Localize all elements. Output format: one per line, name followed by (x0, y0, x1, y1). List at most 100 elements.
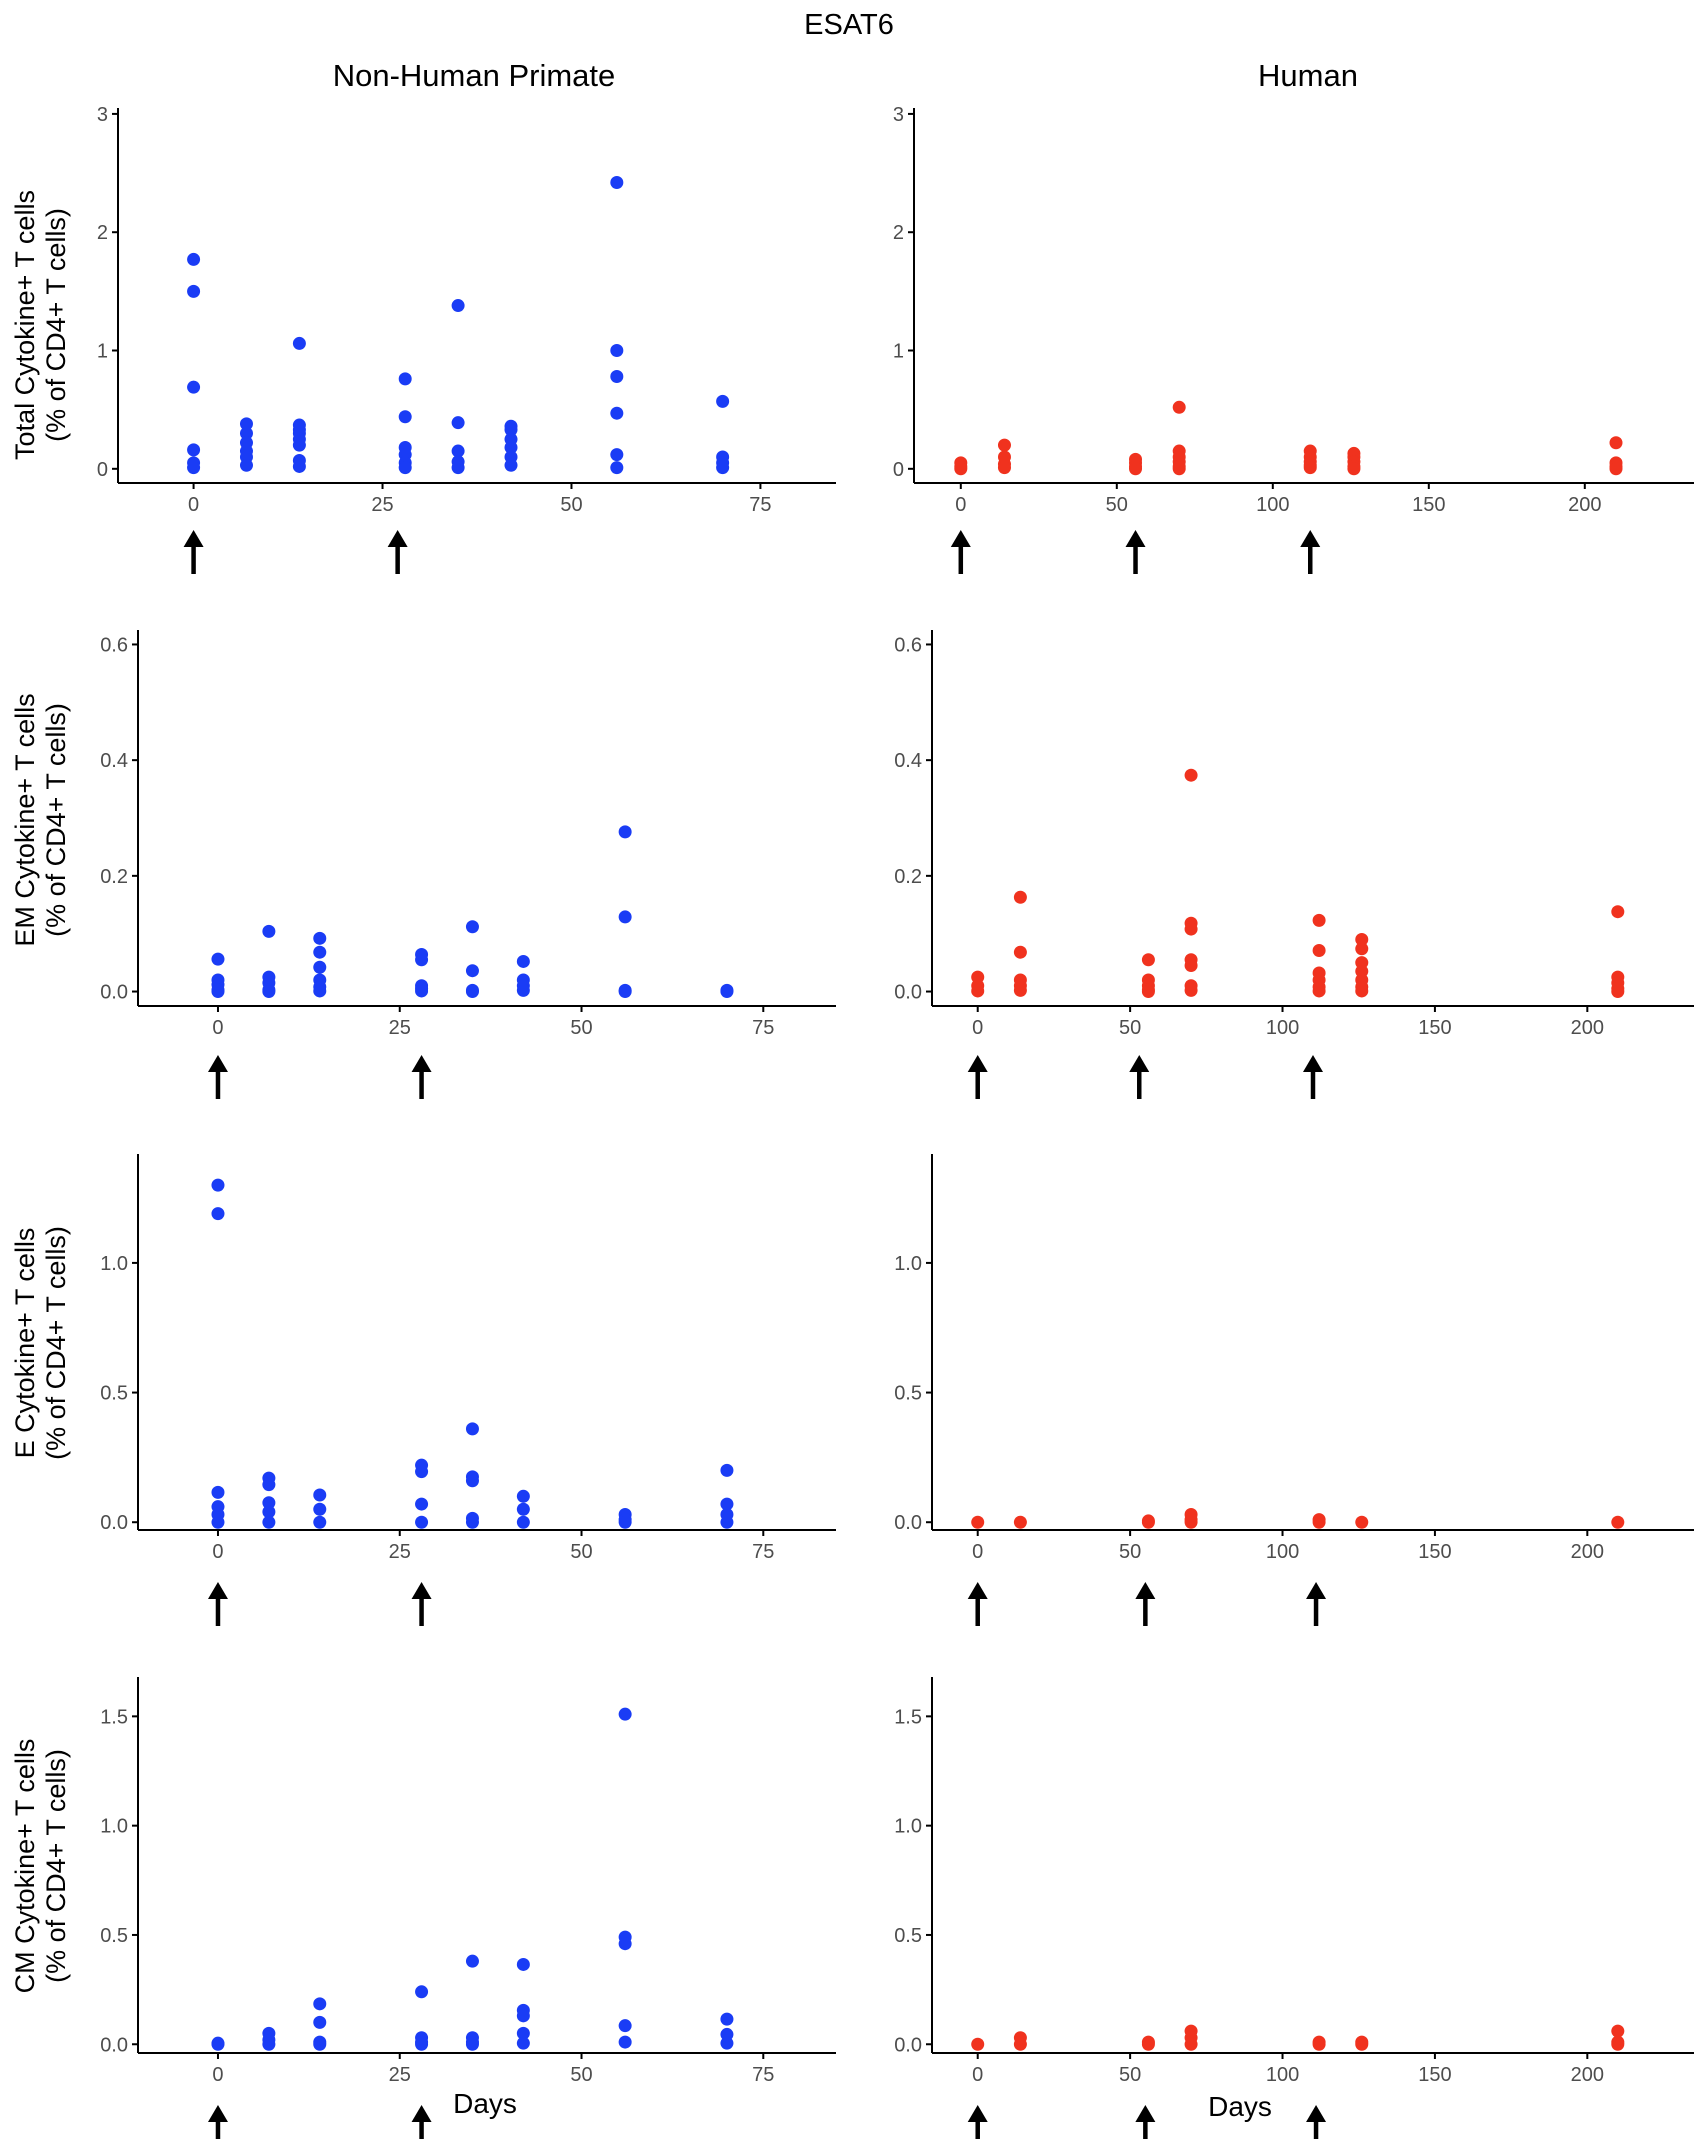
y-tick-label: 1.5 (894, 1706, 922, 1728)
x-tick-label: 50 (1106, 494, 1128, 516)
y-tick-label: 3 (97, 104, 108, 126)
y-tick-label: 0 (97, 459, 108, 481)
data-point (415, 1465, 429, 1479)
data-point (187, 443, 201, 457)
data-point (262, 1496, 276, 1510)
data-point (720, 1497, 734, 1511)
data-point (211, 1485, 225, 1499)
data-point (262, 985, 276, 999)
x-tick-label: 25 (389, 1017, 411, 1039)
x-tick-label: 75 (752, 1017, 774, 1039)
data-point (618, 1515, 632, 1529)
data-point (415, 1515, 429, 1529)
xlabel-days-human: Days (1208, 2091, 1272, 2122)
data-point (618, 1707, 632, 1721)
x-tick-label: 150 (1418, 2064, 1451, 2086)
row-ylabel-em: EM Cytokine+ T cells (% of CD4+ T cells) (10, 693, 71, 946)
x-tick-label: 0 (972, 1017, 983, 1039)
data-point (720, 2012, 734, 2026)
y-tick-label: 0.0 (894, 982, 922, 1004)
dose-arrow-head (1135, 1582, 1156, 1599)
data-point (1355, 1515, 1369, 1529)
data-point (211, 1207, 225, 1221)
y-tick-label: 0.6 (100, 634, 128, 656)
data-point (504, 441, 518, 455)
dose-arrow-head (967, 1055, 988, 1072)
x-tick-label: 200 (1571, 2064, 1604, 2086)
data-point (239, 458, 253, 472)
figure-title: ESAT6 (804, 9, 894, 41)
data-point (1611, 905, 1625, 919)
data-point (516, 2009, 530, 2023)
data-point (610, 448, 624, 462)
x-tick-label: 25 (389, 2064, 411, 2086)
panel-2-human: 0.0 0.5 1.0 0 50 100 150 200 (894, 1154, 1694, 1626)
data-point (465, 985, 479, 999)
dose-arrow-head (1125, 530, 1146, 547)
data-point (1611, 2037, 1625, 2051)
data-point (211, 985, 225, 999)
data-point (465, 1515, 479, 1529)
data-point (313, 2015, 327, 2029)
data-point (1611, 1515, 1625, 1529)
y-tick-label: 1.5 (100, 1706, 128, 1728)
y-tick-label: 0.0 (100, 1512, 128, 1534)
data-point (1312, 1515, 1326, 1529)
data-point (1611, 985, 1625, 999)
data-point (1347, 462, 1361, 476)
data-point (516, 2036, 530, 2050)
x-tick-label: 200 (1571, 1541, 1604, 1563)
x-tick-label: 100 (1266, 2064, 1299, 2086)
x-tick-label: 50 (570, 1541, 592, 1563)
data-point (313, 960, 327, 974)
data-point (618, 1937, 632, 1951)
data-point (954, 462, 968, 476)
y-tick-label: 0.6 (894, 634, 922, 656)
data-point (610, 176, 624, 190)
data-point (516, 954, 530, 968)
data-point (618, 825, 632, 839)
data-point (1013, 945, 1027, 959)
y-tick-label: 1.0 (894, 1816, 922, 1838)
x-tick-label: 0 (212, 1541, 223, 1563)
data-point (1184, 768, 1198, 782)
data-point (1013, 2037, 1027, 2051)
data-point (610, 406, 624, 420)
row-ylabel-total: Total Cytokine+ T cells (% of CD4+ T cel… (10, 190, 71, 460)
xlabel-days-nhp: Days (453, 2088, 517, 2119)
data-point (504, 458, 518, 472)
y-tick-label: 1.0 (100, 1816, 128, 1838)
x-tick-label: 100 (1266, 1017, 1299, 1039)
data-point (716, 394, 730, 408)
data-point (1355, 942, 1369, 956)
data-point (1312, 913, 1326, 927)
dose-arrow-head (207, 2105, 228, 2122)
data-point (465, 1422, 479, 1436)
data-point (1141, 953, 1155, 967)
y-tick-label: 3 (893, 104, 904, 126)
data-point (516, 983, 530, 997)
data-point (415, 1985, 429, 1999)
data-point (610, 461, 624, 475)
data-point (1184, 922, 1198, 936)
data-point (1141, 2037, 1155, 2051)
data-point (451, 299, 465, 313)
data-point (465, 964, 479, 978)
x-tick-label: 0 (212, 2064, 223, 2086)
data-point (313, 1502, 327, 1516)
data-point (516, 1515, 530, 1529)
data-point (313, 945, 327, 959)
y-tick-label: 2 (893, 222, 904, 244)
data-point (1312, 943, 1326, 957)
y-tick-label: 0.0 (100, 982, 128, 1004)
x-tick-label: 50 (560, 494, 582, 516)
data-point (1312, 984, 1326, 998)
y-tick-label: 0.5 (100, 1925, 128, 1947)
row-ylabel-e-line2: (% of CD4+ T cells) (41, 1226, 71, 1460)
data-point (465, 2037, 479, 2051)
y-tick-label: 0.5 (894, 1925, 922, 1947)
y-tick-label: 0 (893, 459, 904, 481)
data-point (451, 461, 465, 475)
x-tick-label: 50 (1119, 1017, 1141, 1039)
dose-arrow-head (207, 1055, 228, 1072)
